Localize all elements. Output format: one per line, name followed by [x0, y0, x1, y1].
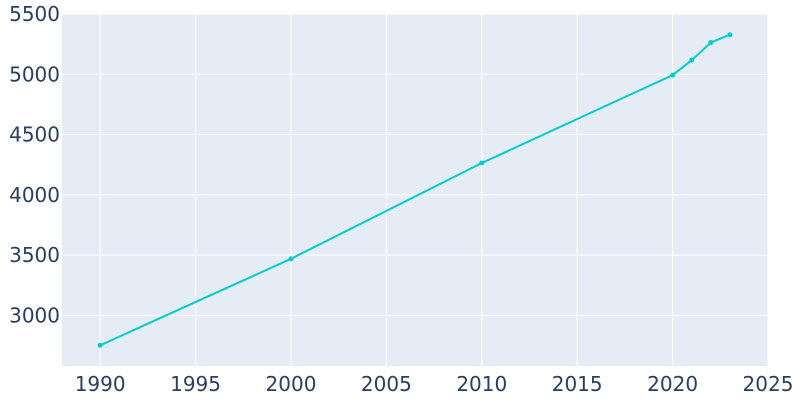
data-point — [670, 72, 676, 78]
data-point — [97, 342, 103, 348]
x-tick-label: 1990 — [75, 372, 126, 396]
data-point — [689, 57, 695, 63]
x-tick-label: 2015 — [552, 372, 603, 396]
plot-area — [62, 14, 768, 366]
data-point — [727, 32, 733, 38]
y-tick-label: 3000 — [9, 303, 60, 327]
y-gridlines — [62, 13, 768, 316]
y-axis-ticks: 3000 3500 4000 4500 5000 5500 — [9, 2, 60, 327]
x-tick-label: 2005 — [361, 372, 412, 396]
data-point — [479, 160, 485, 166]
y-tick-label: 3500 — [9, 243, 60, 267]
y-tick-label: 5000 — [9, 62, 60, 86]
y-tick-label: 4500 — [9, 123, 60, 147]
series-points — [97, 32, 733, 348]
data-point — [708, 40, 714, 46]
x-tick-label: 2000 — [266, 372, 317, 396]
y-tick-label: 4000 — [9, 183, 60, 207]
y-tick-label: 5500 — [9, 2, 60, 26]
x-tick-label: 2010 — [456, 372, 507, 396]
x-tick-label: 2025 — [743, 372, 794, 396]
x-tick-label: 1995 — [170, 372, 221, 396]
data-point — [288, 256, 294, 262]
x-axis-ticks: 1990 1995 2000 2005 2010 2015 2020 2025 — [75, 372, 794, 396]
x-tick-label: 2020 — [647, 372, 698, 396]
